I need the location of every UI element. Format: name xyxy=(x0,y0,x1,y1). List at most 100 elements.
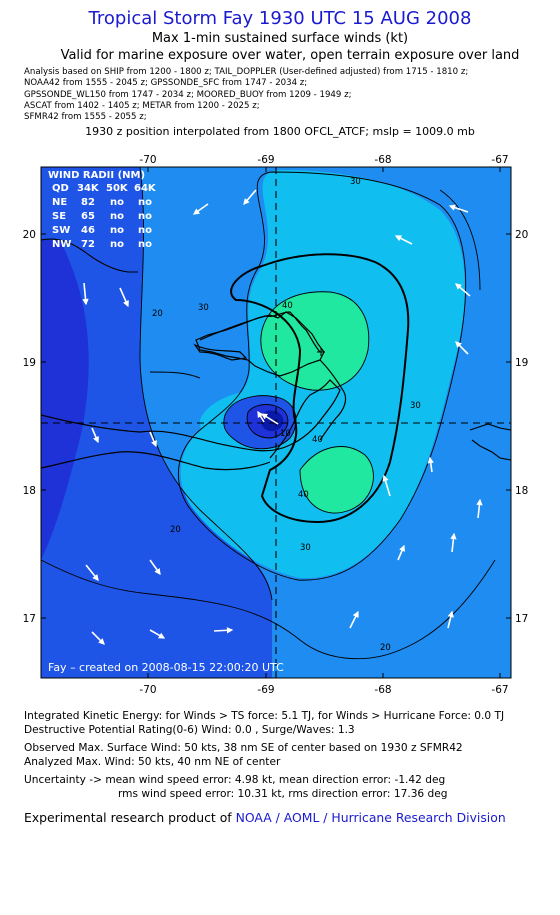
contour-label: 40 xyxy=(298,490,309,500)
wind-arrow xyxy=(476,498,483,519)
analysis-sources: Analysis based on SHIP from 1200 - 1800 … xyxy=(24,67,468,123)
contour-label: 40 xyxy=(312,435,323,445)
wind-radii-cell: NE xyxy=(52,197,67,208)
wind-radii-cell: no xyxy=(138,239,152,250)
observed-max-line: Observed Max. Surface Wind: 50 kts, 38 n… xyxy=(24,742,463,754)
wind-arrow xyxy=(213,627,234,634)
wind-radii-cell: 65 xyxy=(81,211,95,222)
wind-arrow xyxy=(85,564,99,581)
wind-arrow xyxy=(260,413,279,425)
lat-label-left: 19 xyxy=(23,357,36,369)
wind-radii-cell: no xyxy=(110,211,124,222)
wind-radii-cell: no xyxy=(138,225,152,236)
wind-radii-title: WIND RADII (NM) xyxy=(48,170,145,181)
wind-radii-header: 64K xyxy=(134,183,157,194)
wind-arrow xyxy=(149,629,166,639)
lon-label-bottom: -70 xyxy=(139,684,156,696)
tropical-storm-radius xyxy=(230,253,410,524)
contour-label: 20 xyxy=(170,525,181,535)
contour-line xyxy=(299,446,374,514)
map-frame xyxy=(40,166,512,679)
contour-line xyxy=(246,404,289,439)
hispaniola-coast xyxy=(41,311,341,471)
wind-arrow xyxy=(349,610,359,629)
wind-radii-cell: SW xyxy=(52,225,70,236)
analysis-line: Analysis based on SHIP from 1200 - 1800 … xyxy=(24,67,469,77)
position-note: 1930 z position interpolated from 1800 O… xyxy=(85,125,475,138)
haiti-north-peninsula xyxy=(195,311,325,377)
lon-label-top: -70 xyxy=(139,154,156,166)
contour-line xyxy=(139,167,273,601)
lat-label-left: 17 xyxy=(23,613,36,625)
lon-label-bottom: -69 xyxy=(257,684,274,696)
analyzed-max-line: Analyzed Max. Wind: 50 kts, 40 nm NE of … xyxy=(24,756,281,768)
wind-radii-header: 34K xyxy=(77,183,100,194)
contour-label: 30 xyxy=(198,303,209,313)
contour-label: 20 xyxy=(152,309,163,319)
lat-label-right: 19 xyxy=(515,357,528,369)
lat-label-left: 18 xyxy=(23,485,36,497)
lat-label-right: 18 xyxy=(515,485,528,497)
wind-radii-cell: NW xyxy=(52,239,71,250)
wind-arrow xyxy=(91,631,105,645)
wind-radii-cell: no xyxy=(110,225,124,236)
wind-radii-cell: SE xyxy=(52,211,66,222)
band-lt10 xyxy=(41,240,89,560)
lon-label-top: -69 xyxy=(257,154,274,166)
wind-analysis-map: 10 20 20 20 30 30 30 30 40 40 40 xyxy=(23,154,529,696)
analysis-line: ASCAT from 1402 - 1405 z; METAR from 120… xyxy=(24,100,260,111)
credit-organization-link[interactable]: NOAA / AOML / Hurricane Research Divisio… xyxy=(235,810,506,825)
wind-arrow xyxy=(394,235,413,245)
contour-label: 40 xyxy=(282,301,293,311)
contour-label: 30 xyxy=(410,401,421,411)
contour-line xyxy=(177,171,467,581)
contour-label: 30 xyxy=(350,177,361,187)
wind-radii-header: 50K xyxy=(106,183,129,194)
contour-label: 20 xyxy=(380,643,391,653)
lat-label-right: 17 xyxy=(515,613,528,625)
lon-label-top: -68 xyxy=(374,154,391,166)
puerto-rico-coast xyxy=(469,423,511,461)
wind-arrow xyxy=(382,474,391,497)
contour-label: 10 xyxy=(280,429,291,439)
lat-label-left: 20 xyxy=(23,229,36,241)
wind-radii-header: QD xyxy=(52,183,69,194)
credit-line: Experimental research product of NOAA / … xyxy=(24,810,506,825)
lat-label-right: 20 xyxy=(515,229,528,241)
created-stamp: Fay – created on 2008-08-15 22:00:20 UTC xyxy=(48,661,284,674)
band-gt40-ne xyxy=(260,291,369,391)
analysis-line: SFMR42 from 1555 - 2055 z; xyxy=(24,112,147,123)
wind-radii-cell: 82 xyxy=(81,197,95,208)
dominican-coast xyxy=(319,359,347,441)
wind-radii-cell: 72 xyxy=(81,239,95,250)
uncertainty-line: Uncertainty -> mean wind speed error: 4.… xyxy=(24,774,446,786)
map-subtitle-validity: Valid for marine exposure over water, op… xyxy=(60,48,520,63)
wind-radii-cell: 46 xyxy=(81,225,95,236)
wind-arrow xyxy=(447,610,454,629)
wind-radii-cell: no xyxy=(110,197,124,208)
wind-arrow xyxy=(397,544,405,561)
wind-arrow xyxy=(455,283,471,297)
wind-arrow xyxy=(82,282,89,306)
credit-prefix: Experimental research product of xyxy=(24,810,232,825)
contour-line xyxy=(223,395,297,450)
map-title: Tropical Storm Fay 1930 UTC 15 AUG 2008 xyxy=(88,8,472,29)
wind-arrow xyxy=(427,456,434,473)
analyzed-max-marker xyxy=(317,348,325,356)
contour-line xyxy=(439,189,481,291)
wind-arrow xyxy=(91,427,99,444)
contour-line xyxy=(260,291,370,391)
dpr-line: Destructive Potential Rating(0-6) Wind: … xyxy=(24,724,355,736)
wind-radii-cell: no xyxy=(110,239,124,250)
wind-arrow xyxy=(192,203,209,215)
wind-radii-cell: no xyxy=(138,197,152,208)
contour-label: 30 xyxy=(300,543,311,553)
wind-arrow xyxy=(149,431,157,448)
wind-arrow xyxy=(450,532,457,553)
band-gt40-se xyxy=(300,446,374,514)
wind-arrow xyxy=(243,189,257,205)
wind-arrow xyxy=(119,287,129,308)
ike-line: Integrated Kinetic Energy: for Winds > T… xyxy=(24,710,505,722)
uncertainty-rms-line: rms wind speed error: 10.31 kt, rms dire… xyxy=(118,788,448,800)
contour-line xyxy=(41,559,496,660)
